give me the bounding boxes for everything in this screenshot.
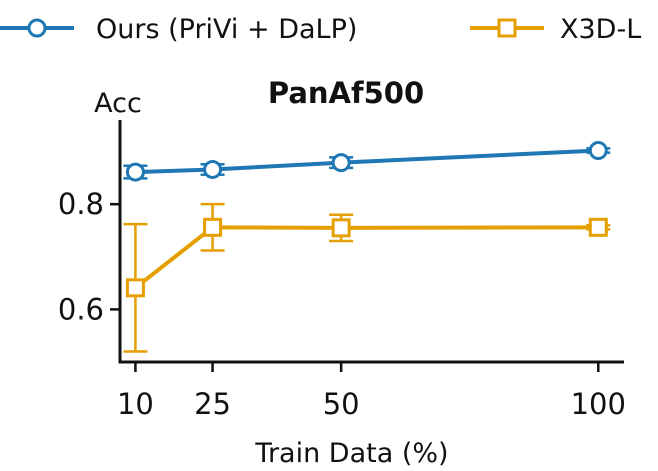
legend-marker bbox=[27, 18, 47, 38]
data-point bbox=[331, 153, 351, 173]
series-line bbox=[135, 148, 599, 175]
series-2 bbox=[123, 202, 611, 353]
series-layer bbox=[123, 141, 611, 353]
y-tick-label: 0.6 bbox=[58, 292, 104, 326]
series-1 bbox=[123, 141, 611, 182]
y-axis-label: Acc bbox=[94, 88, 142, 119]
data-point bbox=[331, 218, 351, 238]
y-tick-label: 0.8 bbox=[58, 187, 104, 221]
legend-entry-2: X3D-L bbox=[470, 14, 641, 45]
x-tick-label: 50 bbox=[323, 387, 360, 421]
data-point bbox=[125, 278, 145, 298]
data-point bbox=[588, 141, 608, 161]
data-point bbox=[125, 162, 145, 182]
x-tick-label: 100 bbox=[571, 387, 626, 421]
x-tick-label: 25 bbox=[194, 387, 231, 421]
legend-marker bbox=[497, 18, 517, 38]
x-axis-label: Train Data (%) bbox=[254, 438, 448, 469]
series-line bbox=[134, 225, 599, 290]
legend-label: Ours (PriVi + DaLP) bbox=[96, 14, 357, 45]
legend: Ours (PriVi + DaLP) X3D-L bbox=[0, 14, 641, 45]
axes: 0.6 0.8 10 25 50 100 bbox=[58, 120, 626, 421]
chart-title: PanAf500 bbox=[268, 76, 424, 110]
x-tick-label: 10 bbox=[117, 387, 154, 421]
legend-entry-1: Ours (PriVi + DaLP) bbox=[0, 14, 357, 45]
data-point bbox=[203, 217, 223, 237]
legend-label: X3D-L bbox=[560, 14, 641, 45]
data-point bbox=[203, 159, 223, 179]
data-point bbox=[588, 217, 608, 237]
